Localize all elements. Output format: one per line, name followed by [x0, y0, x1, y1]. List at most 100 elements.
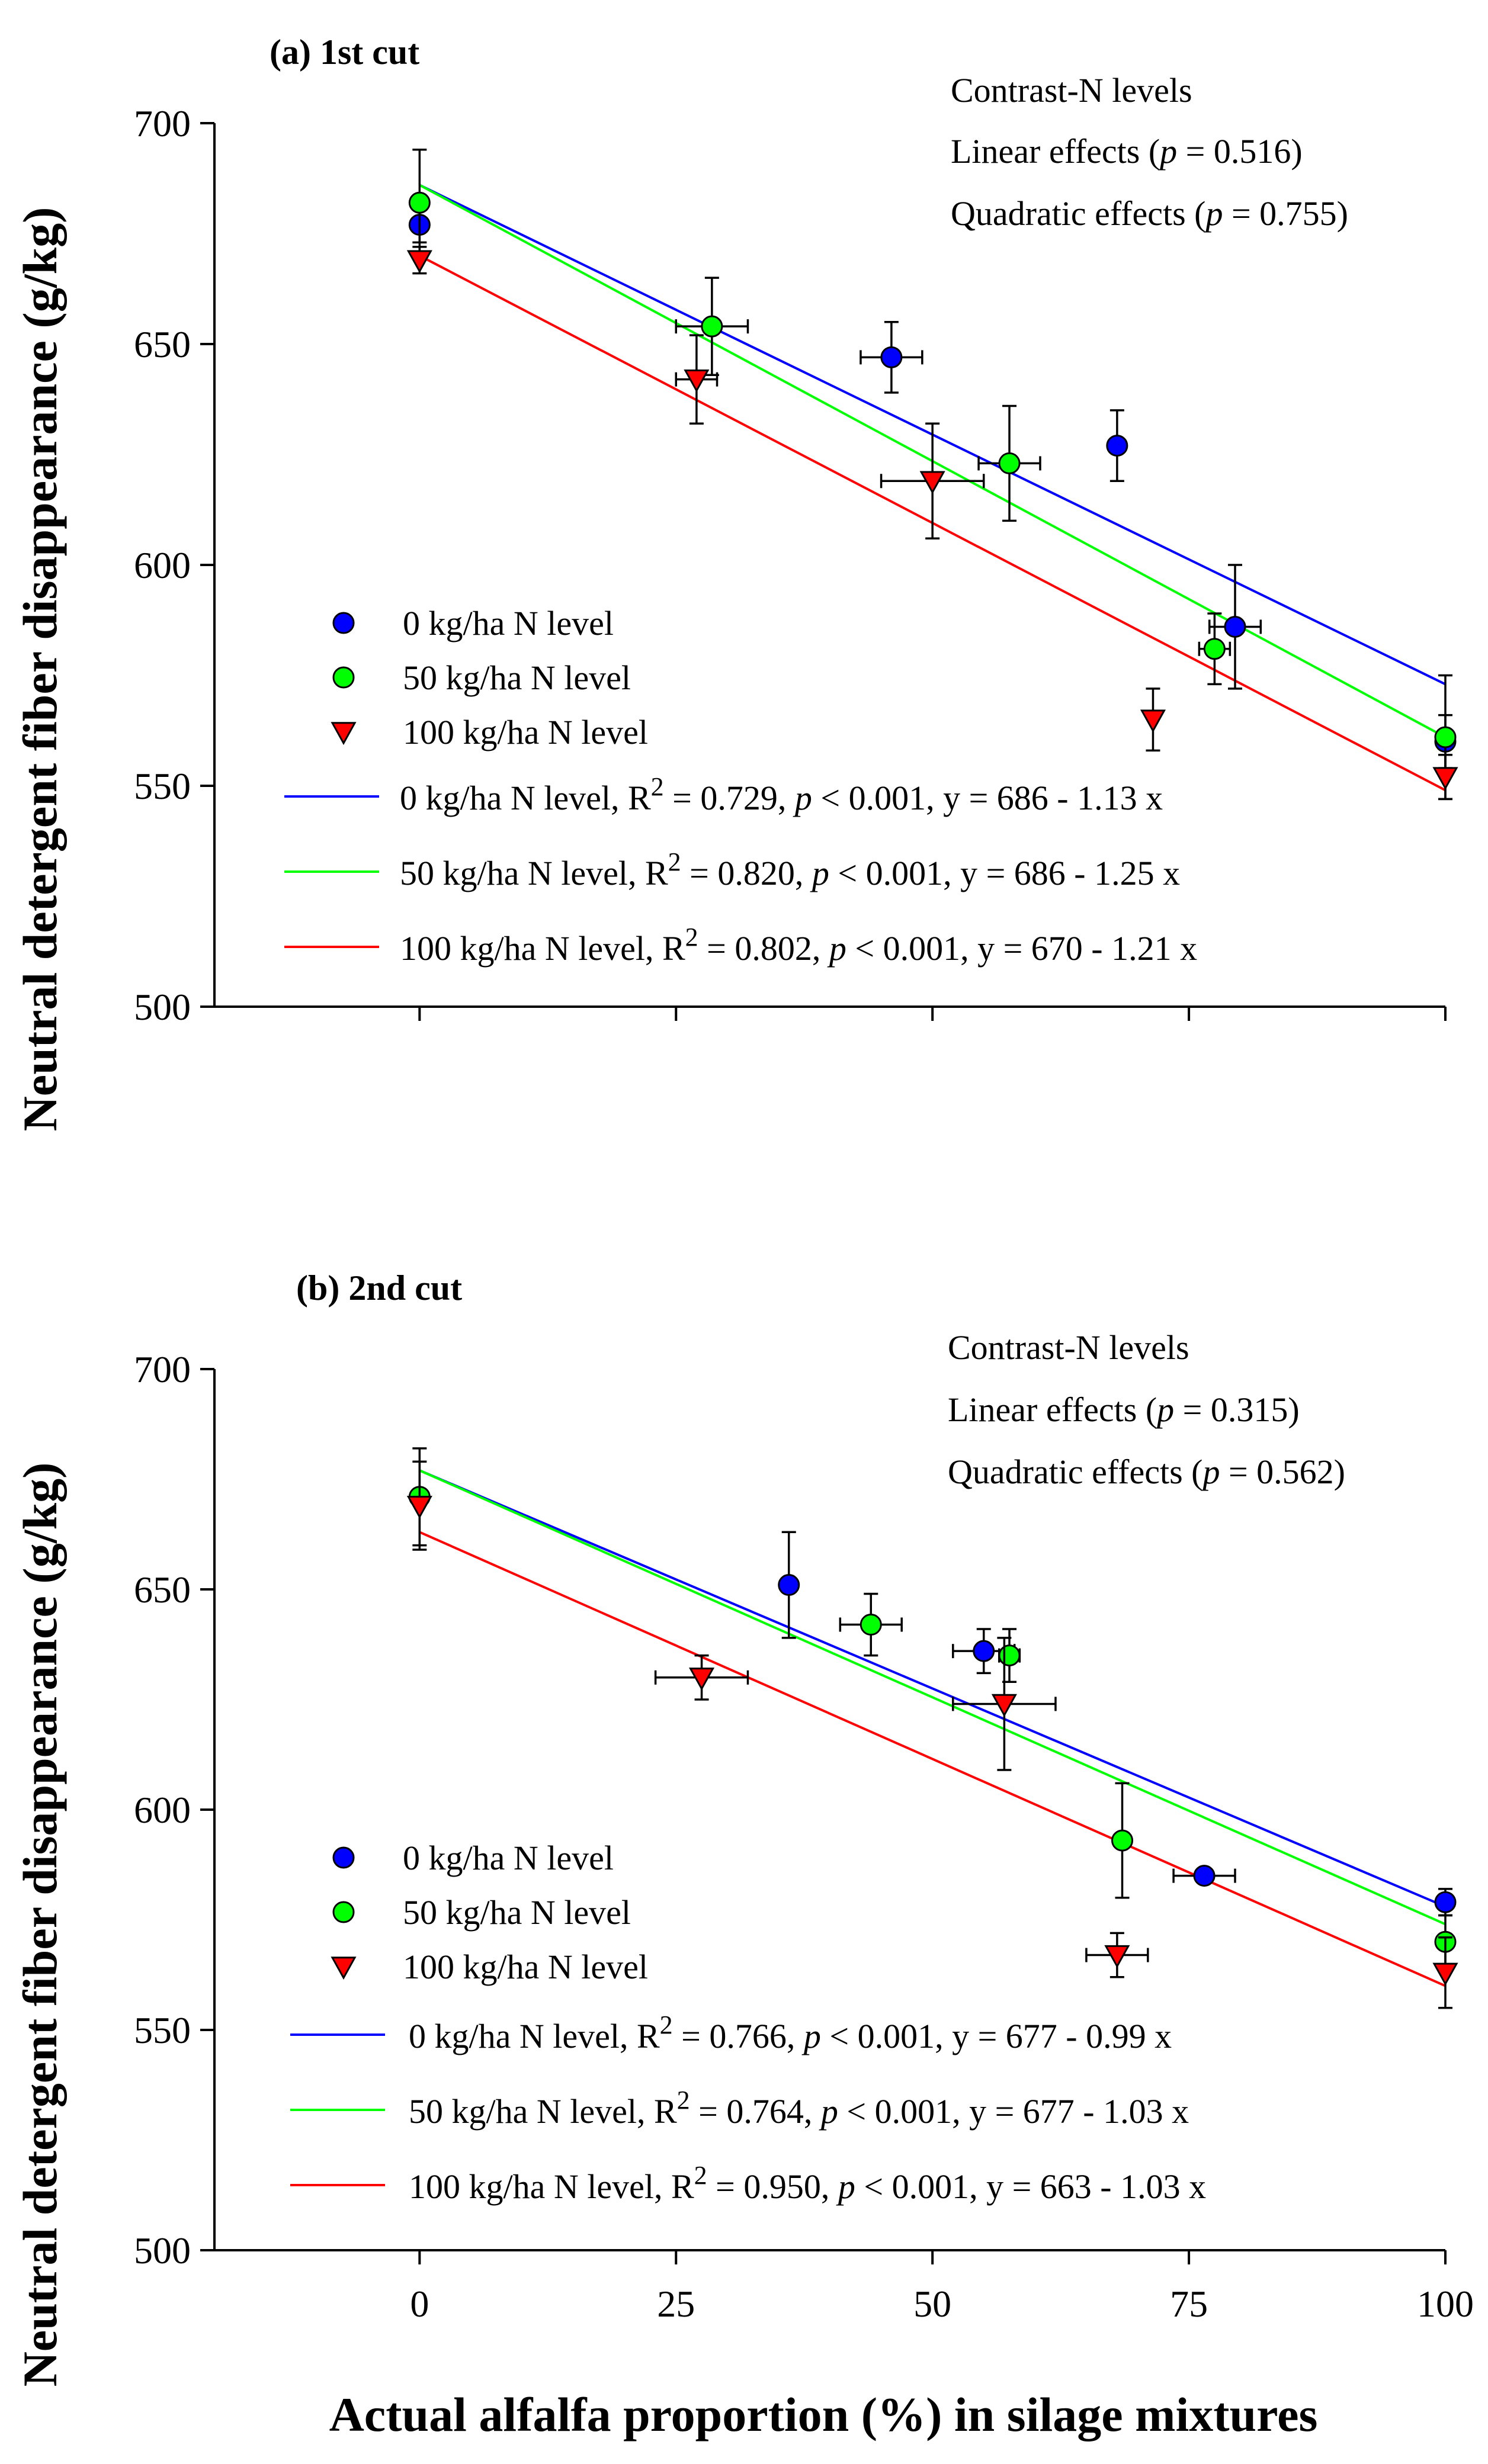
marker-circle — [998, 452, 1021, 474]
legend: 0 kg/ha N level 50 kg/ha N level 100 kg/ha… — [290, 1839, 1206, 2206]
marker-triangle-down — [684, 369, 710, 393]
linear-effects: Linear effects (p = 0.516) — [951, 132, 1303, 171]
linear-effects: Linear effects (p = 0.315) — [948, 1390, 1300, 1429]
y-tick-label: 700 — [134, 102, 191, 144]
marker-triangle-down — [406, 250, 432, 274]
data-point-series-2 — [1432, 1936, 1458, 2009]
data-point-series-0 — [860, 320, 923, 394]
y-tick-label: 550 — [134, 765, 191, 807]
legend: 0 kg/ha N level 50 kg/ha N level 100 kg/ha… — [284, 604, 1197, 968]
x-axis-title: Actual alfalfa proportion (%) in silage … — [329, 2388, 1318, 2441]
y-ticks: 500 550 600 650 700 — [134, 1348, 214, 2272]
panel-2nd-cut: (b) 2nd cut Contrast-N levels Linear eff… — [134, 1268, 1474, 2325]
x-tick-label: 25 — [657, 2283, 695, 2325]
marker-circle — [1203, 638, 1226, 660]
marker-circle — [1106, 435, 1128, 457]
x-tick-label: 75 — [1170, 2283, 1208, 2325]
y-tick-label: 550 — [134, 2009, 191, 2051]
legend-fit-label: 0 kg/ha N level, R2 = 0.729, p < 0.001, … — [400, 772, 1163, 818]
legend-fit-label: 50 kg/ha N level, R2 = 0.820, p < 0.001,… — [400, 847, 1180, 893]
data-point-series-2 — [952, 1637, 1057, 1771]
data-point-series-0 — [1172, 1865, 1236, 1887]
fit-line-series-2 — [419, 1531, 1446, 1987]
data-point-series-1 — [675, 277, 749, 376]
data-points — [406, 149, 1458, 801]
data-point-series-1 — [408, 149, 431, 257]
x-ticks: 0 25 50 75 100 — [410, 2250, 1474, 2325]
fit-line-series-1 — [419, 1469, 1446, 1926]
data-point-series-2 — [1140, 688, 1166, 752]
y-tick-label: 600 — [134, 1789, 191, 1831]
marker-circle — [998, 1644, 1021, 1667]
data-point-series-2 — [406, 1460, 432, 1551]
data-points — [406, 1447, 1458, 2009]
marker-triangle-down — [1140, 709, 1166, 733]
legend-label: 50 kg/ha N level — [403, 1893, 631, 1932]
data-point-series-0 — [1106, 409, 1128, 483]
quadratic-effects: Quadratic effects (p = 0.562) — [948, 1453, 1345, 1491]
data-point-series-2 — [880, 422, 985, 539]
marker-circle — [778, 1574, 800, 1596]
marker-circle — [1224, 615, 1246, 638]
x-tick-label: 100 — [1417, 2283, 1474, 2325]
x-tick-label: 50 — [913, 2283, 951, 2325]
marker-triangle-down — [688, 1668, 715, 1691]
legend-marker-circle — [332, 1846, 355, 1869]
marker-triangle-down — [1104, 1945, 1130, 1968]
marker-circle — [701, 315, 723, 338]
data-point-series-1 — [977, 404, 1041, 522]
marker-circle — [408, 191, 431, 214]
quadratic-effects: Quadratic effects (p = 0.755) — [951, 194, 1348, 233]
data-point-series-1 — [1198, 612, 1232, 686]
data-point-series-0 — [1208, 564, 1262, 690]
y-axis-title-bottom: Neutral detergent fiber disappearance (g… — [13, 1463, 67, 2387]
marker-circle — [880, 346, 903, 368]
legend-label: 100 kg/ha N level — [403, 713, 648, 751]
legend-marker-circle — [332, 612, 355, 634]
x-tick-label: 0 — [410, 2283, 429, 2325]
y-tick-label: 600 — [134, 544, 191, 586]
marker-circle — [973, 1640, 995, 1662]
legend-marker-circle — [332, 1901, 355, 1923]
marker-triangle-down — [1432, 767, 1458, 791]
legend-marker-triangle — [331, 722, 357, 746]
y-tick-label: 650 — [134, 1569, 191, 1611]
y-tick-label: 650 — [134, 323, 191, 365]
marker-circle — [1111, 1829, 1134, 1852]
contrast-title: Contrast-N levels — [951, 71, 1192, 110]
panel-1st-cut: (a) 1st cut Contrast-N levels Linear eff… — [134, 33, 1458, 1028]
contrast-title: Contrast-N levels — [948, 1328, 1189, 1367]
data-point-series-2 — [654, 1654, 749, 1701]
legend-label: 100 kg/ha N level — [403, 1948, 648, 1986]
fit-lines — [419, 1469, 1446, 1987]
marker-triangle-down — [1432, 1962, 1458, 1986]
legend-fit-label: 100 kg/ha N level, R2 = 0.802, p < 0.001… — [400, 923, 1197, 968]
marker-circle — [860, 1614, 882, 1636]
data-point-series-2 — [675, 334, 719, 425]
legend-marker-circle — [332, 666, 355, 689]
data-point-series-2 — [1432, 754, 1458, 801]
marker-triangle-down — [406, 1495, 432, 1519]
y-tick-label: 700 — [134, 1348, 191, 1390]
data-point-series-1 — [839, 1592, 903, 1657]
data-point-series-0 — [1434, 1888, 1457, 1917]
legend-fit-label: 100 kg/ha N level, R2 = 0.950, p < 0.001… — [409, 2161, 1206, 2206]
marker-circle — [1193, 1865, 1216, 1887]
marker-triangle-down — [919, 471, 945, 494]
marker-circle — [1434, 726, 1457, 748]
y-tick-label: 500 — [134, 2230, 191, 2272]
marker-circle — [1434, 1891, 1457, 1913]
legend-label: 50 kg/ha N level — [403, 658, 631, 697]
legend-fit-label: 50 kg/ha N level, R2 = 0.764, p < 0.001,… — [409, 2086, 1189, 2131]
panel-label: (b) 2nd cut — [296, 1268, 462, 1308]
data-point-series-2 — [406, 246, 432, 275]
marker-triangle-down — [991, 1694, 1017, 1717]
y-axis-title-top: Neutral detergent fiber disappearance (g… — [13, 207, 67, 1132]
x-ticks — [418, 1007, 1447, 1021]
fit-line-series-0 — [419, 1469, 1446, 1908]
legend-fit-label: 0 kg/ha N level, R2 = 0.766, p < 0.001, … — [409, 2010, 1172, 2056]
data-point-series-1 — [1111, 1782, 1134, 1899]
y-ticks: 500 550 600 650 700 — [134, 102, 214, 1028]
legend-label: 0 kg/ha N level — [403, 604, 614, 642]
